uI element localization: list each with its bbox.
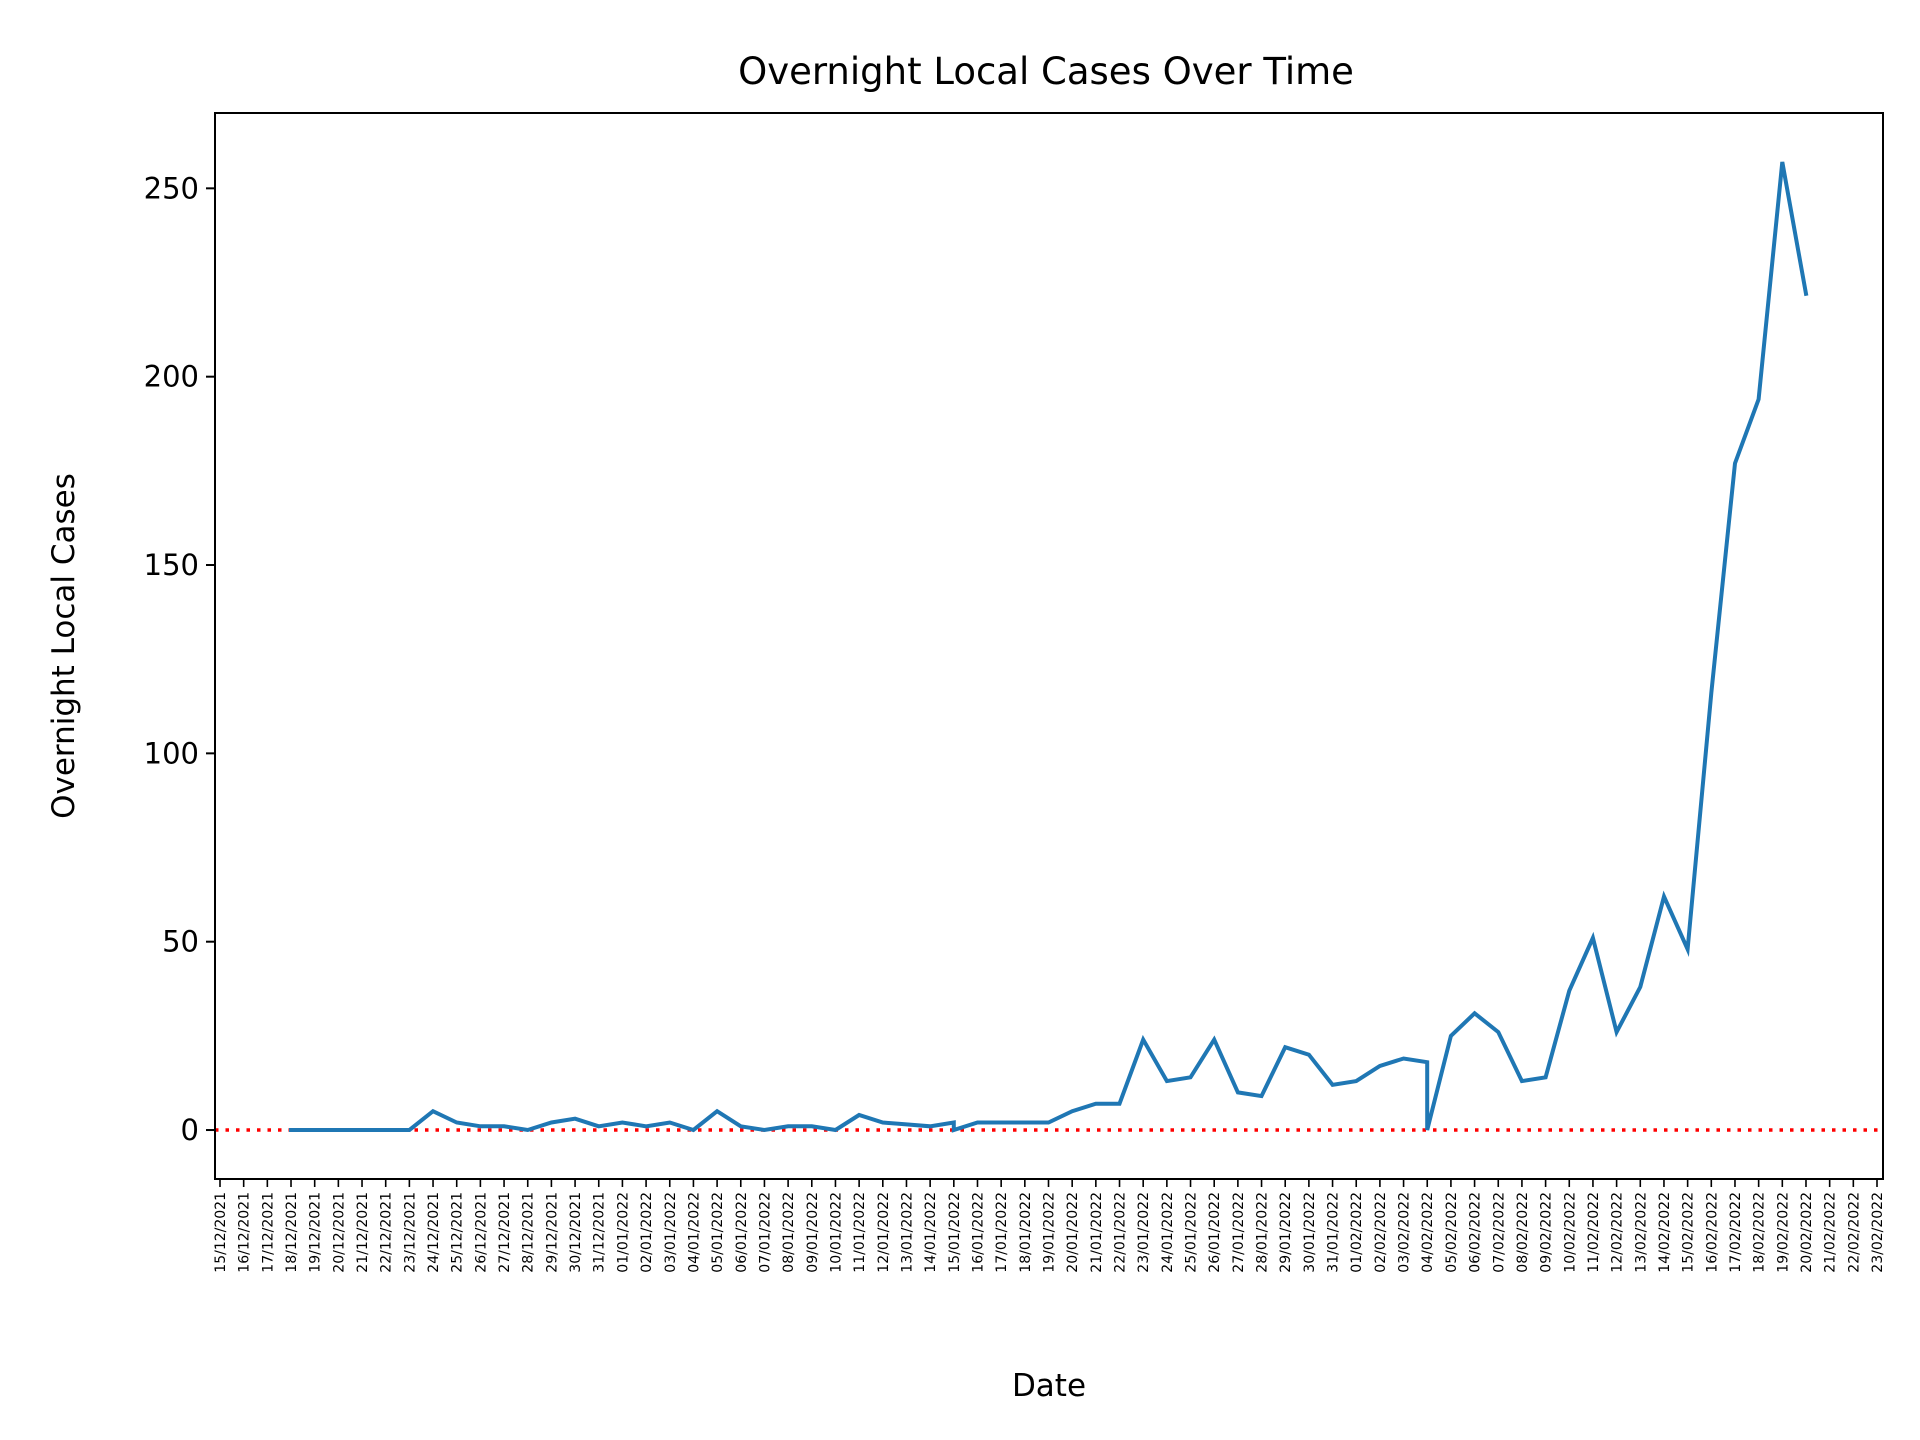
x-tick-label: 22/01/2022 — [1113, 1192, 1129, 1273]
x-tick-label: 02/01/2022 — [639, 1192, 655, 1273]
x-tick-label: 17/12/2021 — [260, 1192, 276, 1273]
x-tick-label: 01/01/2022 — [615, 1192, 631, 1273]
x-tick-label: 21/02/2022 — [1823, 1192, 1839, 1273]
x-tick-label: 29/01/2022 — [1278, 1192, 1294, 1273]
x-tick-label: 06/01/2022 — [734, 1192, 750, 1273]
x-tick-label: 15/01/2022 — [947, 1192, 963, 1273]
series-line-0 — [289, 161, 1809, 1133]
x-tick-label: 16/01/2022 — [971, 1192, 987, 1273]
x-tick-label: 11/01/2022 — [852, 1192, 868, 1273]
x-axis: 15/12/2021 16/12/2021 17/12/2021 18/12/2021… — [213, 1179, 1886, 1273]
x-tick-label: 12/02/2022 — [1610, 1192, 1626, 1273]
x-tick-label: 01/02/2022 — [1349, 1192, 1365, 1273]
x-tick-label: 26/12/2021 — [473, 1192, 489, 1273]
x-tick-label: 18/01/2022 — [1018, 1192, 1034, 1273]
x-tick-label: 05/01/2022 — [710, 1192, 726, 1273]
x-tick-label: 21/12/2021 — [355, 1192, 371, 1273]
series-layer — [289, 161, 1809, 1133]
x-tick-label: 22/02/2022 — [1846, 1192, 1862, 1273]
x-tick-label: 08/02/2022 — [1515, 1192, 1531, 1273]
x-tick-label: 13/02/2022 — [1633, 1192, 1649, 1273]
x-tick-label: 19/02/2022 — [1775, 1192, 1791, 1273]
x-tick-label: 29/12/2021 — [544, 1192, 560, 1273]
x-tick-label: 12/01/2022 — [876, 1192, 892, 1273]
x-tick-label: 06/02/2022 — [1468, 1192, 1484, 1273]
x-axis-title: Date — [1012, 1368, 1086, 1404]
x-tick-label: 28/01/2022 — [1255, 1192, 1271, 1273]
x-tick-label: 03/02/2022 — [1397, 1192, 1413, 1273]
x-tick-label: 26/01/2022 — [1207, 1192, 1223, 1273]
x-tick-label: 31/12/2021 — [592, 1192, 608, 1273]
x-tick-label: 07/01/2022 — [757, 1192, 773, 1273]
x-tick-label: 13/01/2022 — [900, 1192, 916, 1273]
x-tick-label: 24/01/2022 — [1160, 1192, 1176, 1273]
x-tick-label: 27/12/2021 — [497, 1192, 513, 1273]
x-tick-label: 15/12/2021 — [213, 1192, 229, 1273]
x-tick-label: 18/12/2021 — [284, 1192, 300, 1273]
x-tick-label: 27/01/2022 — [1231, 1192, 1247, 1273]
x-tick-label: 07/02/2022 — [1491, 1192, 1507, 1273]
x-tick-label: 28/12/2021 — [521, 1192, 537, 1273]
x-tick-label: 20/02/2022 — [1799, 1192, 1815, 1273]
y-tick-label: 150 — [144, 548, 199, 582]
x-tick-label: 16/02/2022 — [1704, 1192, 1720, 1273]
x-tick-label: 20/12/2021 — [331, 1192, 347, 1273]
y-tick-label: 200 — [144, 360, 199, 394]
x-tick-label: 02/02/2022 — [1373, 1192, 1389, 1273]
x-tick-label: 14/02/2022 — [1657, 1192, 1673, 1273]
x-tick-label: 09/01/2022 — [805, 1192, 821, 1273]
x-tick-label: 23/01/2022 — [1136, 1192, 1152, 1273]
y-tick-label: 250 — [144, 171, 199, 205]
x-tick-label: 30/01/2022 — [1302, 1192, 1318, 1273]
y-tick-label: 50 — [162, 925, 199, 959]
x-tick-label: 08/01/2022 — [781, 1192, 797, 1273]
x-tick-label: 23/02/2022 — [1870, 1192, 1886, 1273]
x-tick-label: 21/01/2022 — [1089, 1192, 1105, 1273]
x-tick-label: 24/12/2021 — [426, 1192, 442, 1273]
x-tick-label: 03/01/2022 — [663, 1192, 679, 1273]
x-tick-label: 14/01/2022 — [923, 1192, 939, 1273]
y-tick-label: 0 — [181, 1113, 199, 1147]
x-tick-label: 17/01/2022 — [994, 1192, 1010, 1273]
x-tick-label: 04/01/2022 — [686, 1192, 702, 1273]
x-tick-label: 05/02/2022 — [1444, 1192, 1460, 1273]
x-tick-label: 23/12/2021 — [402, 1192, 418, 1273]
x-tick-label: 17/02/2022 — [1728, 1192, 1744, 1273]
x-tick-label: 19/01/2022 — [1042, 1192, 1058, 1273]
x-tick-label: 10/01/2022 — [829, 1192, 845, 1273]
y-axis: 0 50 100 150 200 250 — [144, 171, 215, 1147]
x-tick-label: 15/02/2022 — [1681, 1192, 1697, 1273]
x-tick-label: 16/12/2021 — [237, 1192, 253, 1273]
x-tick-label: 20/01/2022 — [1065, 1192, 1081, 1273]
x-tick-label: 22/12/2021 — [379, 1192, 395, 1273]
x-tick-label: 25/12/2021 — [450, 1192, 466, 1273]
x-tick-label: 25/01/2022 — [1184, 1192, 1200, 1273]
x-tick-label: 31/01/2022 — [1326, 1192, 1342, 1273]
x-tick-label: 19/12/2021 — [308, 1192, 324, 1273]
x-tick-label: 09/02/2022 — [1539, 1192, 1555, 1273]
y-tick-label: 100 — [144, 736, 199, 770]
y-axis-title: Overnight Local Cases — [46, 473, 82, 819]
x-tick-label: 11/02/2022 — [1586, 1192, 1602, 1273]
x-tick-label: 30/12/2021 — [568, 1192, 584, 1273]
x-tick-label: 10/02/2022 — [1562, 1192, 1578, 1273]
chart-title: Overnight Local Cases Over Time — [738, 50, 1354, 93]
x-tick-label: 04/02/2022 — [1420, 1192, 1436, 1273]
x-tick-label: 18/02/2022 — [1752, 1192, 1768, 1273]
